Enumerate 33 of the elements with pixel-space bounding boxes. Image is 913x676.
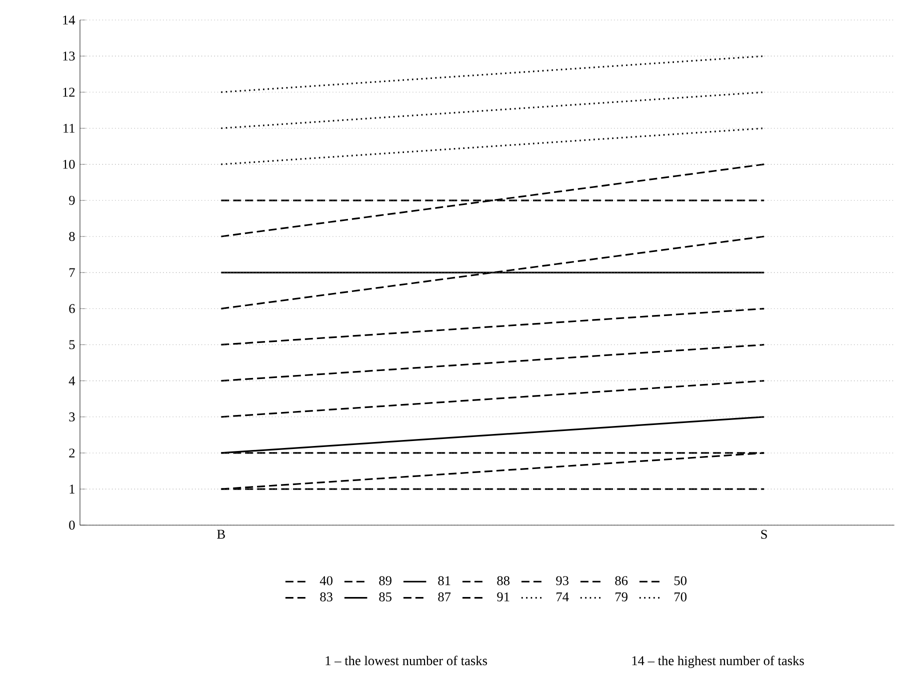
legend-label: 83 [320,592,332,602]
legend-label: 88 [497,576,510,586]
y-tick-label: 4 [68,376,76,386]
y-tick-label: 11 [64,124,74,133]
text: 14 – the highest number of tasks [632,656,804,668]
legend-label: 40 [320,576,332,586]
y-tick-label: 6 [69,304,75,314]
legend-label: 87 [438,592,451,602]
y-tick-label: 14 [63,16,76,25]
y-tick-label: 1 [70,484,74,494]
legend-label: 50 [674,576,687,586]
legend-label: 81 [438,576,450,586]
y-tick-label: 2 [69,448,75,458]
legend-label: 93 [556,576,568,586]
x-tick-label: S [761,530,767,539]
text: 1 – the lowest number of tasks [326,656,487,666]
legend-label: 79 [616,592,628,602]
y-tick-label: 3 [69,412,75,422]
y-tick-label: 7 [69,268,75,278]
y-tick-label: 8 [69,232,75,242]
y-tick-label: 10 [63,160,75,169]
y-tick-label: 12 [63,88,75,97]
y-tick-label: 9 [69,196,75,205]
x-tick-label: B [217,530,225,539]
legend-label: 91 [497,592,510,602]
y-tick-label: 5 [69,340,75,350]
legend-label: 74 [556,592,569,602]
legend-label: 70 [674,592,687,602]
y-tick-label: 13 [63,52,75,61]
legend-label: 89 [379,576,392,586]
y-tick-label: 0 [69,520,75,530]
legend-label: 85 [379,592,392,602]
legend-label: 86 [615,576,628,586]
